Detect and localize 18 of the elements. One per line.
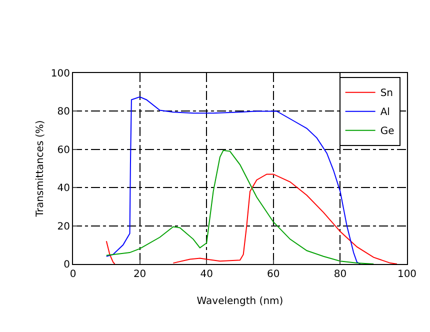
line-series [106,150,374,264]
legend-label: Ge [380,126,394,138]
x-tick-label: 40 [200,269,213,280]
x-tick-label: 80 [334,269,347,280]
y-tick-label: 20 [57,221,70,232]
y-tick-label: 80 [57,106,70,118]
y-tick-label: 60 [57,144,70,156]
y-tick-label: 0 [64,260,70,270]
line-series [106,96,361,264]
x-tick-label: 60 [267,269,280,280]
y-axis-title: Transmittances (%) [35,120,46,218]
legend-label: Al [380,107,390,118]
legend-label: Sn [380,88,394,100]
x-tick-label: 20 [133,269,146,280]
x-axis-title: Wavelength (nm) [196,296,284,307]
y-tick-label: 100 [50,68,70,80]
x-tick-label: 100 [397,269,417,280]
y-tick-label: 40 [57,183,70,194]
